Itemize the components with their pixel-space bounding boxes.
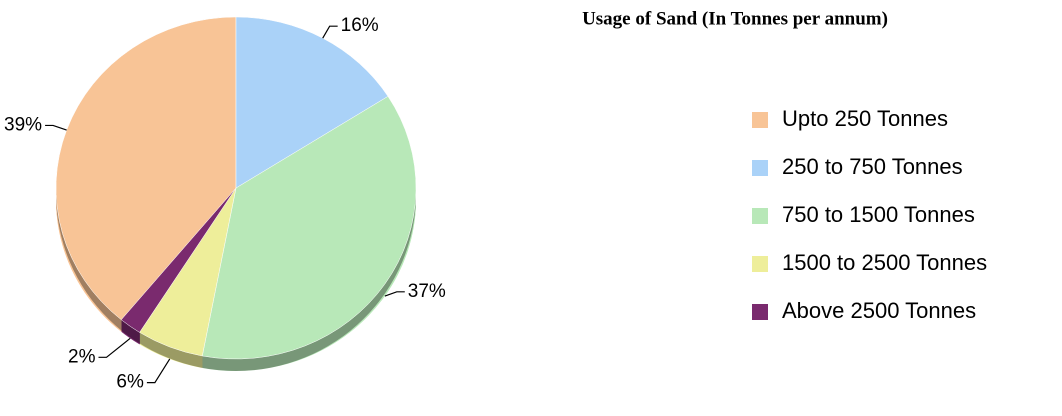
- slice: [235, 16, 389, 189]
- leader-line: [384, 291, 405, 297]
- legend-label: 1500 to 2500 Tonnes: [782, 250, 987, 275]
- data-label: 39%: [4, 114, 42, 135]
- legend-label: 250 to 750 Tonnes: [782, 154, 963, 179]
- slice: [55, 16, 237, 321]
- data-label: 6%: [116, 372, 144, 393]
- slice: [120, 187, 237, 333]
- slice: [201, 96, 417, 360]
- leader-line: [146, 358, 171, 384]
- legend-swatch: [752, 208, 768, 224]
- chart-title: Usage of Sand (In Tonnes per annum): [582, 8, 888, 29]
- legend-label: Upto 250 Tonnes: [782, 106, 948, 131]
- leader-line: [45, 124, 67, 131]
- legend-label: 750 to 1500 Tonnes: [782, 202, 975, 227]
- leader-line: [322, 25, 338, 39]
- legend-swatch: [752, 112, 768, 128]
- legend-swatch: [752, 304, 768, 320]
- data-label: 37%: [408, 281, 446, 302]
- legend-label: Above 2500 Tonnes: [782, 298, 976, 323]
- legend-swatch: [752, 256, 768, 272]
- legend-swatch: [752, 160, 768, 176]
- data-label: 16%: [341, 15, 379, 36]
- data-label: 2%: [68, 346, 96, 367]
- leader-line: [98, 337, 131, 358]
